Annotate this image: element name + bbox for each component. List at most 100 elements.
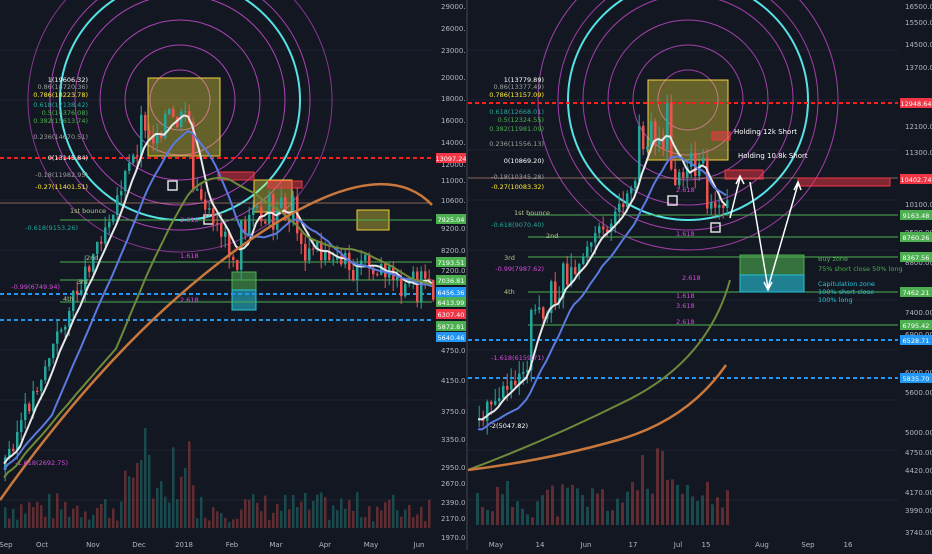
volume-bar	[208, 520, 211, 528]
volume-bar	[641, 455, 644, 525]
volume-bar	[164, 496, 167, 528]
candle-body	[622, 203, 625, 208]
volume-bar	[132, 477, 135, 528]
candle-body	[72, 290, 75, 312]
fib-label: 1(13779.89)	[504, 76, 544, 84]
volume-bar	[561, 484, 564, 525]
fib-label: 0.382(11981.09)	[489, 125, 544, 133]
volume-bar	[551, 485, 554, 525]
volume-bar	[571, 484, 574, 525]
zone-text: Buy zone	[818, 255, 848, 263]
volume-bar	[216, 511, 219, 528]
volume-bar	[320, 492, 323, 528]
candle-body	[252, 207, 255, 215]
annotation: 1.618	[676, 230, 695, 238]
candle-body	[674, 168, 677, 186]
volume-bar	[92, 514, 95, 528]
candle-body	[726, 200, 729, 208]
candle-body	[256, 206, 259, 208]
candle-body	[276, 208, 279, 230]
right-chart-panel[interactable]: 16500.00 15500.00 14500.00 13700.00 12100.00…	[467, 0, 932, 550]
volume-bar	[268, 519, 271, 528]
candle-body	[284, 197, 287, 221]
position-label: Holding 12k Short	[734, 128, 797, 136]
candle-body	[100, 241, 103, 244]
x-axis-tick: Jul	[673, 541, 683, 549]
left-chart-svg[interactable]: 29000.00 26000.00 23000.00 20000.00 18000.00…	[0, 0, 474, 550]
volume-bar	[272, 512, 275, 528]
right-chart-svg[interactable]: 16500.00 15500.00 14500.00 13700.00 12100.00…	[467, 0, 932, 550]
volume-bar	[288, 509, 291, 528]
candle-body	[614, 211, 617, 224]
y-axis-tick: 14500.00	[905, 41, 932, 49]
fib-circle	[557, 0, 819, 231]
candle-body	[136, 155, 139, 157]
price-tag	[900, 287, 932, 297]
price-tag	[900, 98, 932, 108]
volume-bar	[252, 494, 255, 528]
price-tag	[436, 153, 466, 163]
annotation: 1.618	[180, 252, 199, 260]
volume-bar	[12, 508, 15, 528]
fib-label: 0.86(13377.49)	[493, 83, 544, 91]
candle-body	[332, 259, 335, 261]
price-tag-label: 6528.71	[903, 337, 930, 345]
x-axis-tick: Jun	[413, 541, 425, 549]
candle-body	[586, 246, 589, 257]
candle-body	[718, 205, 721, 208]
left-chart-panel[interactable]: 29000.00 26000.00 23000.00 20000.00 18000.00…	[0, 0, 474, 550]
fib-label: 0.236(11556.13)	[489, 140, 544, 148]
candle-body	[248, 214, 251, 235]
red-box	[711, 131, 731, 141]
volume-bar	[196, 518, 199, 528]
candle-body	[268, 194, 271, 224]
candle-body	[606, 229, 609, 233]
volume-bar	[8, 518, 11, 528]
candle-body	[68, 311, 71, 327]
candle-body	[550, 281, 553, 313]
y-axis-tick: 4420.00	[905, 467, 932, 475]
volume-bar	[621, 502, 624, 525]
price-tag-label: 12948.64	[900, 100, 931, 108]
x-axis-tick: May	[489, 541, 503, 549]
candle-body	[180, 111, 183, 128]
green-box	[231, 271, 257, 291]
fib-label: -0.99(6749.94)	[11, 283, 60, 291]
fib-label: -0.18(10345.28)	[491, 173, 544, 181]
price-tag	[436, 214, 466, 224]
candle-body	[376, 274, 379, 276]
volume-bar	[368, 506, 371, 528]
fib-label: 0.382(15613.74)	[33, 117, 88, 125]
price-tag	[436, 287, 466, 297]
candle-body	[308, 248, 311, 261]
x-axis-tick: Dec	[132, 541, 146, 549]
volume-bar	[586, 506, 589, 525]
price-tag	[436, 297, 466, 307]
volume-bar	[16, 519, 19, 528]
candle-body	[260, 206, 263, 222]
fib-label: -0.27(11401.51)	[35, 183, 88, 191]
annotation: 4th	[63, 295, 74, 303]
candle-body	[8, 448, 11, 458]
price-tag	[900, 252, 932, 262]
volume-bar	[200, 497, 203, 528]
volume-bar	[656, 448, 659, 525]
price-tag	[436, 321, 466, 331]
candle-body	[670, 103, 673, 169]
y-axis-tick: 7200.00	[441, 267, 466, 275]
candle-body	[574, 267, 577, 275]
volume-bar	[316, 494, 319, 528]
price-tag-label: 7036.81	[438, 277, 465, 285]
volume-bar	[52, 518, 55, 528]
candle-body	[518, 373, 521, 386]
volume-bar	[511, 507, 514, 525]
volume-bar	[296, 507, 299, 528]
candle-body	[212, 208, 215, 224]
candle-body	[184, 111, 187, 113]
volume-bar	[256, 502, 259, 528]
volume-bar	[344, 508, 347, 528]
arrow-heads	[735, 174, 802, 292]
candle-body	[92, 254, 95, 272]
annotation: 2.618	[682, 274, 701, 282]
candle-body	[312, 248, 315, 250]
